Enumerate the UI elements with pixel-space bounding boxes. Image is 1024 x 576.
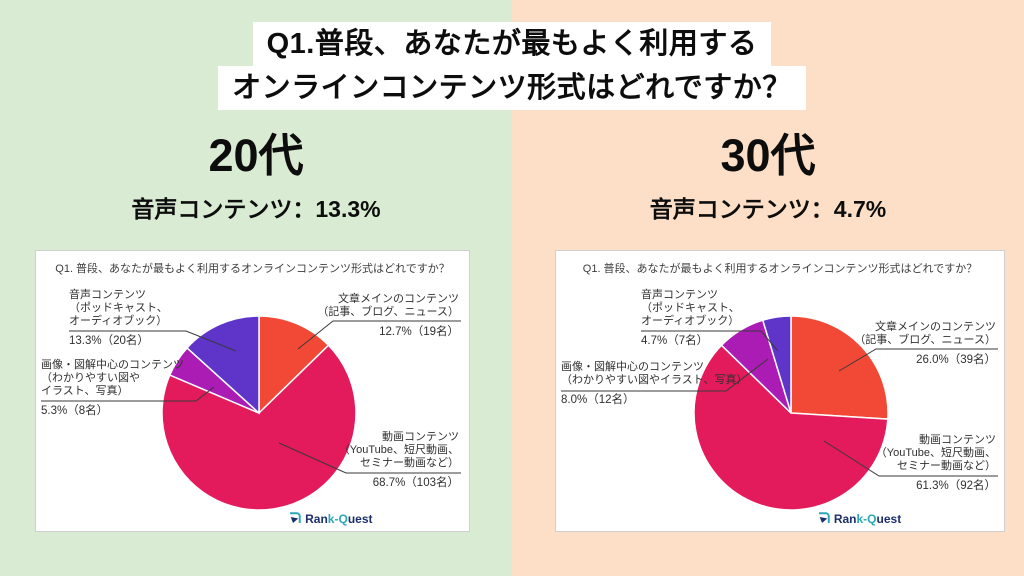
callout-image-30s: 画像・図解中心のコンテンツ （わかりやすい図やイラスト、写真） 8.0%（12名… (561, 361, 748, 407)
panel-subheading-20s: 音声コンテンツ：13.3% (131, 196, 381, 223)
chart-title-30s: Q1. 普段、あなたが最もよく利用するオンラインコンテンツ形式はどれですか？ (582, 263, 978, 275)
callout-audio-value-30s: 4.7%（7名） (641, 335, 709, 347)
pie-slice-3 (185, 315, 260, 415)
pie-slice-0 (258, 315, 330, 415)
page-title-line-1: Q1.普段、あなたが最もよく利用する (252, 22, 772, 66)
callout-video-label-20s: 動画コンテンツ （YouTube、短尺動画、 セミナー動画など） (338, 431, 459, 469)
callout-image-value-20s: 5.3%（8名） (41, 405, 109, 417)
rank-quest-logo-icon (818, 512, 830, 523)
chart-card-30s: Q1. 普段、あなたが最もよく利用するオンラインコンテンツ形式はどれですか？ 音… (555, 250, 1005, 532)
page-title: Q1.普段、あなたが最もよく利用する オンラインコンテンツ形式はどれですか？ (0, 22, 1024, 110)
pie-slice-0 (790, 315, 889, 420)
pie-slice-1 (161, 344, 357, 511)
rank-quest-logo-text: Rank-Quest (305, 511, 373, 526)
panel-heading-30s: 30代 (720, 130, 816, 181)
chart-card-20s: Q1. 普段、あなたが最もよく利用するオンラインコンテンツ形式はどれですか？ 音… (35, 250, 470, 532)
pie-chart-20s (161, 315, 357, 511)
callout-audio-30s: 音声コンテンツ （ポッドキャスト、 オーディオブック） 4.7%（7名） (641, 289, 740, 348)
callout-image-label-20s: 画像・図解中心のコンテンツ （わかりやすい図や イラスト、写真） (41, 359, 184, 397)
panel-header-30s: 30代 音声コンテンツ：4.7% (512, 130, 1024, 224)
callout-text-label-30s: 文章メインのコンテンツ （記事、ブログ、ニュース） (854, 321, 996, 346)
rank-quest-logo-icon (290, 512, 301, 523)
chart-title-20s: Q1. 普段、あなたが最もよく利用するオンラインコンテンツ形式はどれですか？ (55, 263, 450, 275)
callout-image-20s: 画像・図解中心のコンテンツ （わかりやすい図や イラスト、写真） 5.3%（8名… (41, 359, 184, 418)
callout-image-label-30s: 画像・図解中心のコンテンツ （わかりやすい図やイラスト、写真） (561, 361, 748, 386)
rank-quest-logo: Rank-Quest (816, 511, 901, 526)
leader-line-audio-30s (641, 330, 779, 352)
callout-text-30s: 文章メインのコンテンツ （記事、ブログ、ニュース） 26.0%（39名） (854, 321, 996, 367)
callout-text-value-30s: 26.0%（39名） (916, 354, 996, 366)
pie-slice-1 (693, 344, 889, 511)
callout-audio-20s: 音声コンテンツ （ポッドキャスト、 オーディオブック） 13.3%（20名） (69, 289, 168, 348)
callout-video-20s: 動画コンテンツ （YouTube、短尺動画、 セミナー動画など） 68.7%（1… (339, 431, 459, 490)
callout-audio-label-20s: 音声コンテンツ （ポッドキャスト、 オーディオブック） (69, 289, 168, 327)
leader-line-image-30s (561, 358, 769, 392)
leader-line-audio-20s (69, 330, 237, 352)
leader-line-text-20s (297, 320, 461, 350)
callout-video-label-30s: 動画コンテンツ （YouTube、短尺動画、 セミナー動画など） (875, 434, 996, 472)
callout-video-value-20s: 68.7%（103名） (372, 477, 459, 489)
pie-chart-svg-30s (561, 315, 998, 511)
rank-quest-logo-text: Rank-Quest (833, 511, 902, 526)
rank-quest-logo: Rank-Quest (287, 511, 373, 526)
pie-chart-30s (693, 315, 889, 511)
leader-line-video-30s (823, 440, 998, 477)
leader-line-image-20s (41, 386, 215, 402)
panel-header-20s: 20代 音声コンテンツ：13.3% (0, 130, 512, 224)
callout-text-value-20s: 12.7%（19名） (379, 326, 459, 338)
leader-line-text-30s (838, 348, 998, 372)
leader-line-video-20s (278, 442, 461, 474)
pie-chart-svg-20s (41, 315, 461, 511)
callout-text-label-20s: 文章メインのコンテンツ （記事、ブログ、ニュース） (317, 293, 459, 318)
callout-audio-label-30s: 音声コンテンツ （ポッドキャスト、 オーディオブック） (641, 289, 740, 327)
callout-audio-value-20s: 13.3%（20名） (69, 335, 149, 347)
callout-text-20s: 文章メインのコンテンツ （記事、ブログ、ニュース） 12.7%（19名） (317, 293, 459, 339)
panel-subheading-30s: 音声コンテンツ：4.7% (649, 196, 887, 223)
callout-image-value-30s: 8.0%（12名） (561, 394, 635, 406)
page-title-line-2: オンラインコンテンツ形式はどれですか？ (218, 66, 806, 110)
callout-video-value-30s: 61.3%（92名） (916, 480, 996, 492)
panel-heading-20s: 20代 (208, 130, 304, 181)
callout-video-30s: 動画コンテンツ （YouTube、短尺動画、 セミナー動画など） 61.3%（9… (876, 434, 996, 493)
pie-slice-3 (761, 315, 792, 414)
